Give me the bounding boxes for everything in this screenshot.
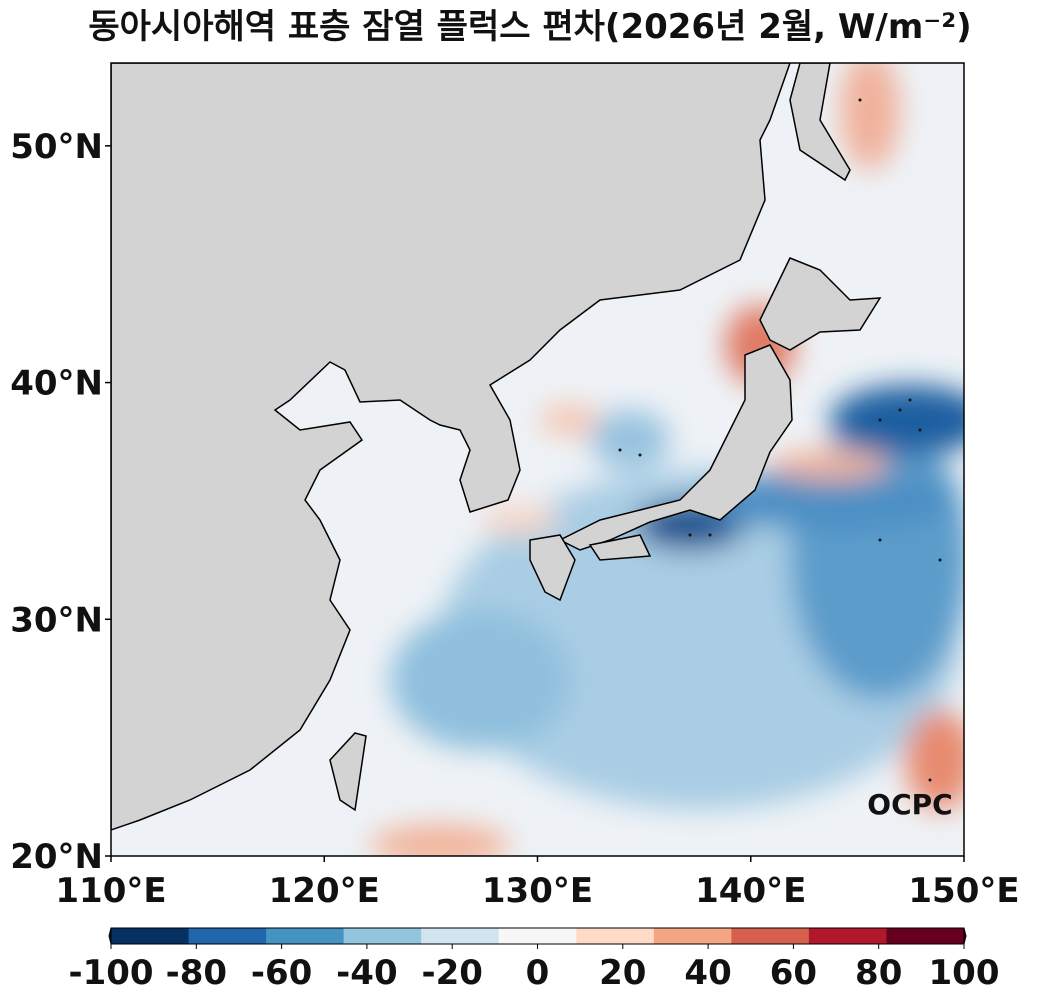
colorbar-tick-label: -20 — [421, 953, 482, 993]
colorbar-tick-label: 80 — [855, 953, 902, 993]
colorbar-tick-label: -80 — [166, 953, 227, 993]
y-tick-label: 50°N — [10, 127, 103, 167]
colorbar-tick-label: 100 — [929, 953, 1000, 993]
x-tick-label: 150°E — [908, 871, 1019, 911]
colorbar-segment — [188, 928, 267, 944]
colorbar-segment — [421, 928, 500, 944]
colorbar-tick-label: 60 — [770, 953, 817, 993]
colorbar-segment — [653, 928, 732, 944]
colorbar-segment — [576, 928, 655, 944]
colorbar-tick-label: 20 — [599, 953, 646, 993]
x-tick-label: 120°E — [269, 871, 380, 911]
significance-dots — [618, 98, 942, 782]
colorbar-tick-label: -60 — [251, 953, 312, 993]
colorbar-segment — [808, 928, 887, 944]
y-tick-label: 20°N — [10, 837, 103, 877]
y-tick-label: 30°N — [10, 600, 103, 640]
colorbar-tick-label: -40 — [336, 953, 397, 993]
land — [111, 63, 882, 831]
colorbar-tick-label: 40 — [684, 953, 731, 993]
x-tick-label: 140°E — [695, 871, 806, 911]
y-tick-label: 40°N — [10, 364, 103, 404]
x-tick-label: 110°E — [55, 871, 166, 911]
colorbar-tick-label: 0 — [526, 953, 550, 993]
x-tick-label: 130°E — [482, 871, 593, 911]
colorbar-segment — [498, 928, 577, 944]
colorbar-tick-label: -100 — [68, 953, 153, 993]
colorbar-segment — [111, 928, 190, 944]
colorbar-segment — [343, 928, 422, 944]
colorbar-segment — [266, 928, 345, 944]
colorbar-segment — [886, 928, 965, 944]
map-title: 동아시아해역 표층 잠열 플럭스 편차(2026년 2월, W/m⁻²) — [88, 7, 971, 47]
colorbar-segment — [731, 928, 810, 944]
map-field: OCPC — [111, 63, 964, 856]
logo: OCPC — [867, 788, 952, 821]
